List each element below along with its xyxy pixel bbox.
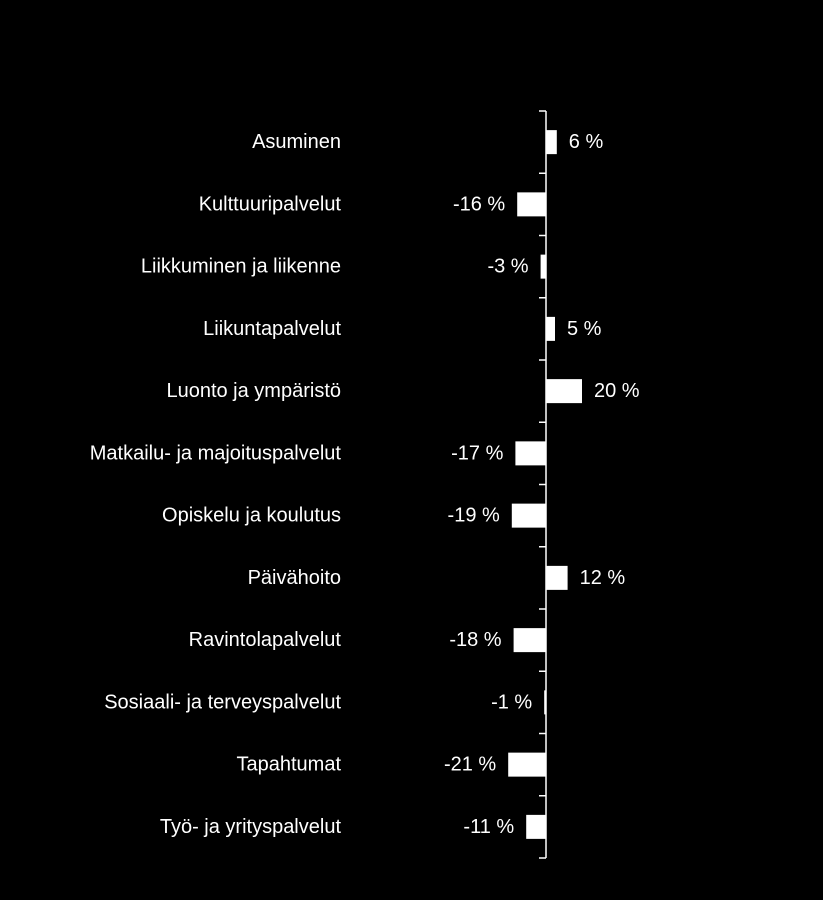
bar bbox=[513, 628, 546, 653]
category-label: Liikkuminen ja liikenne bbox=[141, 256, 341, 278]
category-label: Tapahtumat bbox=[236, 754, 341, 776]
bar bbox=[508, 752, 546, 777]
data-label: 6 % bbox=[569, 131, 604, 153]
data-label: -16 % bbox=[453, 193, 505, 215]
bar bbox=[511, 503, 546, 528]
bar bbox=[526, 814, 546, 839]
bar bbox=[544, 690, 546, 715]
category-label: Sosiaali- ja terveyspalvelut bbox=[104, 691, 341, 713]
bar bbox=[546, 316, 555, 341]
category-label: Päivähoito bbox=[248, 567, 341, 589]
data-label: 20 % bbox=[594, 380, 640, 402]
bars-group bbox=[508, 130, 582, 839]
category-label: Matkailu- ja majoituspalvelut bbox=[90, 442, 342, 464]
category-label: Asuminen bbox=[252, 131, 341, 153]
data-label: -11 % bbox=[463, 816, 514, 838]
bar bbox=[546, 565, 568, 590]
bar bbox=[515, 441, 546, 466]
bar bbox=[540, 254, 546, 279]
data-label: -17 % bbox=[451, 442, 503, 464]
data-label: 5 % bbox=[567, 318, 602, 340]
category-label: Luonto ja ympäristö bbox=[166, 380, 341, 402]
category-label: Ravintolapalvelut bbox=[189, 629, 342, 651]
bar bbox=[546, 379, 582, 404]
data-label: 12 % bbox=[580, 567, 626, 589]
category-label: Opiskelu ja koulutus bbox=[162, 505, 341, 527]
axis-group bbox=[539, 110, 547, 859]
labels-group: Asuminen 6 % Kulttuuripalvelut -16 % Liikkum… bbox=[90, 131, 640, 838]
bar bbox=[517, 192, 546, 217]
data-label: -19 % bbox=[448, 505, 500, 527]
bar bbox=[546, 130, 557, 155]
category-label: Liikuntapalvelut bbox=[203, 318, 341, 340]
data-label: -18 % bbox=[449, 629, 501, 651]
category-label: Kulttuuripalvelut bbox=[199, 193, 342, 215]
category-label: Työ- ja yrityspalvelut bbox=[160, 816, 342, 838]
data-label: -1 % bbox=[491, 691, 532, 713]
data-label: -21 % bbox=[444, 754, 496, 776]
data-label: -3 % bbox=[487, 256, 528, 278]
